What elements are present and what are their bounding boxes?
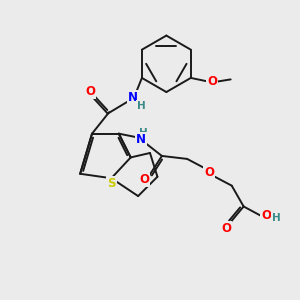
Text: O: O	[221, 222, 231, 235]
Text: O: O	[85, 85, 95, 98]
Text: O: O	[207, 75, 217, 88]
Text: H: H	[272, 213, 281, 224]
Text: N: N	[128, 91, 138, 104]
Text: O: O	[204, 166, 214, 179]
Text: N: N	[136, 133, 146, 146]
Text: H: H	[137, 100, 146, 111]
Text: O: O	[261, 209, 271, 222]
Text: S: S	[107, 177, 116, 190]
Text: H: H	[139, 128, 148, 138]
Text: O: O	[139, 173, 149, 186]
